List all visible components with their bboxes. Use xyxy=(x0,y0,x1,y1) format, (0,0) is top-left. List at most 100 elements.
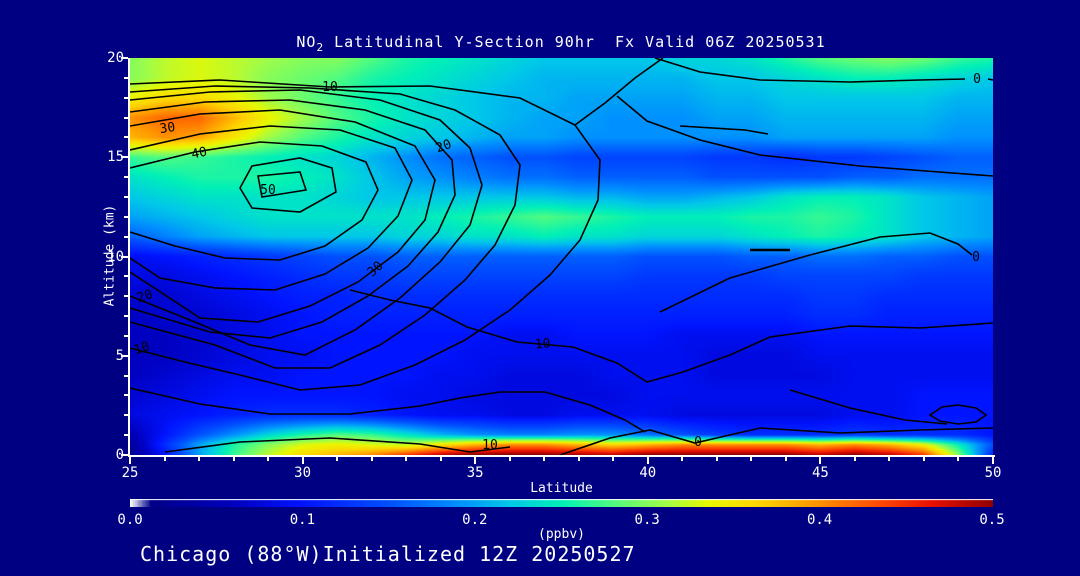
y-minor-tick-1 xyxy=(124,434,128,437)
x-minor-tick-26 xyxy=(163,457,166,461)
x-minor-tick-36 xyxy=(508,457,511,461)
y-minor-tick-16 xyxy=(124,136,128,139)
y-major-tick-10 xyxy=(121,255,128,258)
x-major-tick-25 xyxy=(129,457,131,464)
contour-label-10: 10 xyxy=(482,438,498,453)
footer-run-info: Chicago (88°W)Initialized 12Z 20250527 xyxy=(140,542,636,566)
contour-line-low1 xyxy=(349,289,993,383)
contour-line-low5 xyxy=(789,389,948,425)
y-minor-tick-7 xyxy=(124,315,128,318)
contour-line-c10b xyxy=(574,58,664,126)
y-tick-label-15: 15 xyxy=(107,149,124,166)
contour-line-c40 xyxy=(130,141,379,261)
x-major-tick-40 xyxy=(646,457,649,464)
y-minor-tick-9 xyxy=(124,275,128,278)
y-major-tick-0 xyxy=(121,454,128,456)
y-axis-title: Altitude (km) xyxy=(102,204,118,307)
chart-title-species: NO xyxy=(296,33,317,51)
x-minor-tick-29 xyxy=(267,457,270,461)
contour-line-c50 xyxy=(257,171,308,198)
contour-line-mid2 xyxy=(616,95,993,177)
contour-line-c45 xyxy=(239,157,337,213)
y-minor-tick-4 xyxy=(124,374,128,377)
x-tick-label-50: 50 xyxy=(984,465,1002,481)
contour-line-c35 xyxy=(130,125,413,291)
x-major-tick-50 xyxy=(992,457,994,464)
x-tick-label-40: 40 xyxy=(639,465,657,481)
contour-label-0: 0 xyxy=(972,250,980,265)
contour-line-low0 xyxy=(130,387,646,433)
x-minor-tick-31 xyxy=(336,457,339,461)
x-tick-label-30: 30 xyxy=(294,465,312,481)
colorbar-tick-label-0.0: 0.0 xyxy=(117,512,143,528)
x-minor-tick-28 xyxy=(232,457,235,461)
contour-line-low4 xyxy=(928,404,988,425)
x-tick-label-25: 25 xyxy=(121,465,139,481)
x-axis-line xyxy=(128,455,995,457)
x-major-tick-45 xyxy=(819,457,822,464)
y-major-tick-5 xyxy=(121,354,128,357)
y-tick-label-20: 20 xyxy=(107,50,124,66)
y-axis-line xyxy=(128,58,130,457)
contour-line-top0b xyxy=(987,78,993,81)
x-minor-tick-34 xyxy=(439,457,442,461)
y-minor-tick-6 xyxy=(124,334,128,337)
y-major-tick-15 xyxy=(121,156,128,159)
x-minor-tick-47 xyxy=(888,457,891,461)
contour-label-10: 10 xyxy=(534,336,551,352)
y-tick-label-0: 0 xyxy=(115,447,124,463)
colorbar xyxy=(130,499,993,507)
x-minor-tick-48 xyxy=(922,457,925,461)
chart-title: NO2 Latitudinal Y-Section 90hr Fx Valid … xyxy=(0,33,1080,54)
y-tick-label-5: 5 xyxy=(115,347,124,364)
filled-contour-field xyxy=(130,58,993,455)
y-minor-tick-12 xyxy=(124,215,128,218)
contour-label-10: 10 xyxy=(132,339,152,358)
x-minor-tick-41 xyxy=(681,457,684,461)
chart-title-text: Latitudinal Y-Section 90hr Fx Valid 06Z … xyxy=(324,33,826,51)
contour-line-right1 xyxy=(659,232,973,313)
x-minor-tick-49 xyxy=(957,457,960,461)
contour-line-c20 xyxy=(130,89,483,356)
x-major-tick-35 xyxy=(474,457,477,464)
contour-label-20: 20 xyxy=(434,137,454,156)
contour-line-c30 xyxy=(130,109,436,323)
colorbar-tick-label-0.4: 0.4 xyxy=(806,512,833,528)
y-minor-tick-2 xyxy=(124,414,128,417)
contour-label-10: 10 xyxy=(322,80,338,95)
y-minor-tick-17 xyxy=(124,116,128,119)
contour-line-mid1 xyxy=(679,125,769,135)
contour-line-low3 xyxy=(559,427,993,455)
contour-label-0: 0 xyxy=(694,435,702,450)
x-minor-tick-38 xyxy=(577,457,580,461)
y-minor-tick-3 xyxy=(124,394,128,397)
y-minor-tick-13 xyxy=(124,195,128,198)
y-minor-tick-14 xyxy=(124,176,128,179)
contour-line-c15 xyxy=(130,85,521,369)
contour-label-30: 30 xyxy=(365,259,387,281)
contour-line-low2 xyxy=(164,437,511,453)
contour-label-50: 50 xyxy=(260,183,276,198)
contour-label-30: 30 xyxy=(159,120,177,137)
y-minor-tick-11 xyxy=(124,235,128,238)
x-minor-tick-42 xyxy=(715,457,718,461)
y-tick-label-10: 10 xyxy=(107,248,124,265)
contour-line-c10 xyxy=(130,79,601,391)
x-minor-tick-43 xyxy=(750,457,753,461)
y-minor-tick-19 xyxy=(124,76,128,79)
x-tick-label-35: 35 xyxy=(466,465,484,481)
x-minor-tick-44 xyxy=(784,457,787,461)
x-tick-label-45: 45 xyxy=(811,465,829,481)
colorbar-tick-label-0.2: 0.2 xyxy=(462,512,488,528)
colorbar-tick-label-0.5: 0.5 xyxy=(979,512,1005,528)
x-minor-tick-46 xyxy=(853,457,856,461)
x-minor-tick-37 xyxy=(543,457,546,461)
colorbar-tick-label-0.3: 0.3 xyxy=(634,512,660,528)
contour-label-40: 40 xyxy=(190,145,208,163)
x-minor-tick-27 xyxy=(198,457,201,461)
y-minor-tick-8 xyxy=(124,295,128,298)
contour-line-overlay: 10 30 40 50 20 30 20 10 10 10 0 0 0 xyxy=(130,58,993,455)
y-minor-tick-18 xyxy=(124,96,128,99)
plot-area: 10 30 40 50 20 30 20 10 10 10 0 0 0 xyxy=(130,58,993,455)
